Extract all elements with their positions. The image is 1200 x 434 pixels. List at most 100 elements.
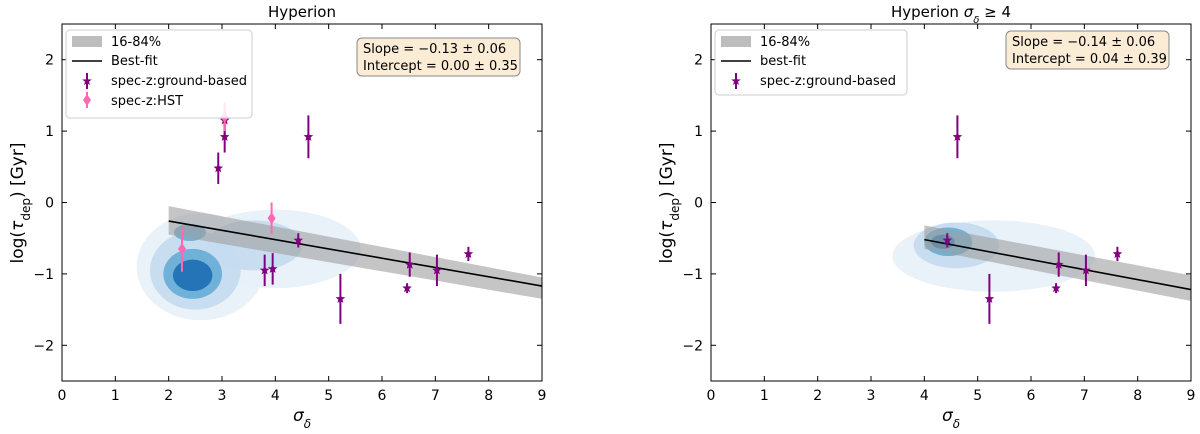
stats-box: Slope = −0.13 ± 0.06 Intercept = 0.00 ± …	[356, 37, 521, 77]
star-marker	[1081, 265, 1091, 275]
star-marker	[432, 265, 442, 275]
legend-label: Best-fit	[111, 54, 158, 69]
star-marker	[213, 163, 223, 173]
data-point	[303, 115, 314, 159]
legend-label: best-fit	[760, 54, 806, 69]
legend-label: spec-z:HST	[111, 94, 183, 109]
x-tick-label: 0	[58, 388, 67, 404]
legend-marker-star	[82, 73, 92, 89]
diamond-marker	[178, 242, 186, 255]
y-tick-label: 1	[694, 124, 703, 140]
chart-title: Hyperion	[268, 3, 336, 21]
left-panel: 0 1 2 3 4 5 6 7 8 9 −2 −1 0 1 2 Hyperion σδ log(τdep) …	[8, 3, 546, 431]
data-point	[267, 253, 278, 285]
legend-marker-star	[731, 73, 741, 89]
star-marker	[303, 131, 314, 141]
star-marker	[1051, 283, 1061, 293]
legend-label: spec-z:ground-based	[111, 74, 247, 89]
star-marker	[402, 283, 412, 293]
star-marker	[942, 235, 952, 245]
y-tick-label: 1	[45, 124, 54, 140]
y-tick-label: 2	[694, 53, 703, 69]
data-point	[1051, 283, 1061, 294]
density-contour	[172, 259, 213, 292]
data-point	[259, 254, 270, 287]
star-marker	[1112, 248, 1123, 258]
data-point	[952, 115, 963, 159]
star-marker	[267, 263, 278, 273]
x-tick-label: 5	[973, 388, 982, 404]
star-marker	[259, 265, 270, 275]
y-axis-label: log(τdep) [Gyr]	[657, 143, 682, 264]
x-tick-label: 7	[1080, 388, 1089, 404]
y-tick-label: −1	[682, 267, 703, 283]
data-point	[1112, 246, 1123, 262]
y-axis-label: log(τdep) [Gyr]	[8, 143, 33, 264]
star-marker	[335, 293, 346, 303]
data-point	[213, 152, 223, 184]
intercept-text: Intercept = 0.00 ± 0.35	[363, 59, 518, 74]
axis-ticks: 0 1 2 3 4 5 6 7 8 9 −2 −1 0 1 2	[33, 24, 546, 404]
data-points-layer	[942, 115, 1123, 324]
star-marker	[405, 259, 415, 269]
data-point	[335, 273, 346, 324]
x-tick-label: 6	[1027, 388, 1036, 404]
data-point	[1054, 252, 1064, 277]
data-point	[267, 202, 276, 234]
x-tick-label: 1	[760, 388, 769, 404]
data-point	[293, 233, 303, 248]
y-tick-label: 2	[45, 53, 54, 69]
star-marker	[1054, 259, 1064, 269]
x-tick-label: 7	[431, 388, 440, 404]
x-tick-label: 1	[111, 388, 120, 404]
x-tick-label: 4	[920, 388, 929, 404]
data-point	[402, 283, 412, 294]
data-point	[1081, 254, 1091, 287]
legend-label: spec-z:ground-based	[760, 74, 896, 89]
y-tick-label: −2	[682, 338, 703, 354]
data-point	[178, 226, 186, 272]
legend-label: 16-84%	[111, 35, 161, 50]
x-tick-label: 8	[1133, 388, 1142, 404]
y-tick-label: 0	[45, 196, 54, 212]
x-tick-label: 3	[218, 388, 227, 404]
y-tick-label: −2	[33, 338, 54, 354]
x-axis-label: σδ	[293, 406, 311, 431]
chart-title: Hyperion σδ ≥ 4	[891, 3, 1011, 26]
legend-marker-diamond	[83, 92, 91, 108]
x-tick-label: 0	[707, 388, 716, 404]
data-point	[432, 254, 442, 287]
x-tick-label: 3	[867, 388, 876, 404]
data-point	[463, 246, 474, 262]
intercept-text: Intercept = 0.04 ± 0.39	[1012, 52, 1167, 67]
x-tick-label: 2	[813, 388, 822, 404]
x-tick-label: 9	[1187, 388, 1196, 404]
confidence-band	[168, 206, 542, 299]
legend-swatch-band	[72, 36, 102, 47]
confidence-band-layer	[168, 206, 542, 299]
star-marker	[463, 248, 474, 258]
stats-box: Slope = −0.14 ± 0.06 Intercept = 0.04 ± …	[1005, 30, 1170, 70]
data-point	[984, 273, 995, 324]
best-fit-line	[168, 220, 542, 287]
x-tick-label: 8	[484, 388, 493, 404]
legend-swatch-band	[721, 36, 751, 47]
data-point	[405, 252, 415, 277]
legend: 16-84% Best-fit spec-z:ground-based spec…	[65, 29, 253, 119]
axis-ticks: 0 1 2 3 4 5 6 7 8 9 −2 −1 0 1 2	[682, 24, 1195, 404]
legend: 16-84% best-fit spec-z:ground-based	[714, 29, 908, 96]
right-panel: 0 1 2 3 4 5 6 7 8 9 −2 −1 0 1 2 Hyperion σδ ≥ 4 σδ log…	[657, 3, 1195, 431]
fit-line-layer	[168, 220, 542, 287]
x-tick-label: 2	[164, 388, 173, 404]
x-tick-label: 4	[271, 388, 280, 404]
data-point	[942, 233, 952, 248]
diamond-marker	[267, 212, 276, 225]
star-marker	[952, 131, 963, 141]
slope-text: Slope = −0.13 ± 0.06	[363, 42, 506, 57]
star-marker	[984, 293, 995, 303]
y-tick-label: 0	[694, 196, 703, 212]
x-tick-label: 5	[324, 388, 333, 404]
legend-label: 16-84%	[760, 35, 810, 50]
x-tick-label: 9	[538, 388, 547, 404]
